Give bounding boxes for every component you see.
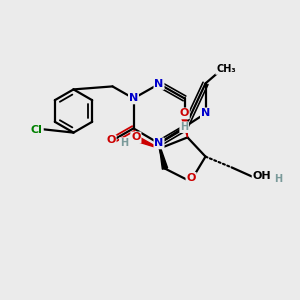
Text: N: N <box>154 79 164 89</box>
Polygon shape <box>159 143 168 169</box>
Text: N: N <box>201 108 210 118</box>
Text: O: O <box>131 132 141 142</box>
Text: O: O <box>106 135 116 146</box>
Text: O: O <box>186 173 196 183</box>
Text: H: H <box>120 138 128 148</box>
Text: H: H <box>180 122 188 132</box>
Text: OH: OH <box>253 171 271 181</box>
Text: Cl: Cl <box>31 124 43 135</box>
Text: H: H <box>274 174 282 184</box>
Polygon shape <box>135 136 160 148</box>
Text: CH₃: CH₃ <box>216 64 236 74</box>
Text: N: N <box>129 93 138 103</box>
Text: O: O <box>179 108 189 118</box>
Text: N: N <box>154 138 164 148</box>
Polygon shape <box>181 114 188 137</box>
